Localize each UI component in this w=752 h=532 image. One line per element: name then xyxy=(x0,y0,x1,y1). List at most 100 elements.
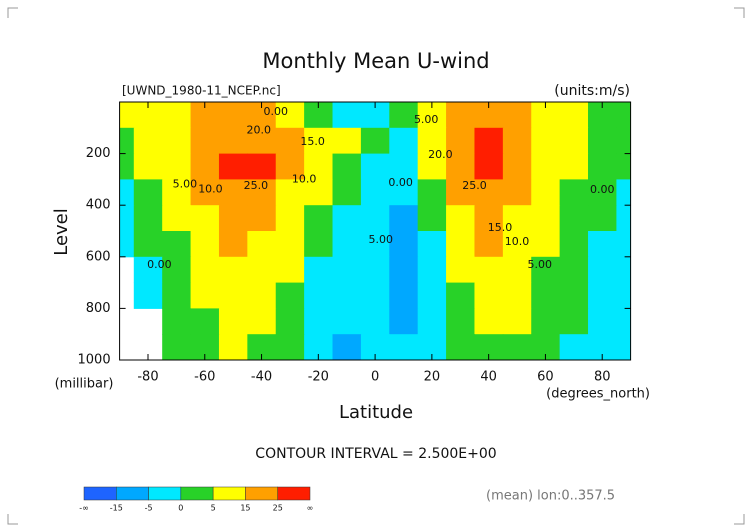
contour-label: 20.0 xyxy=(428,148,453,161)
y-tick-label: 1000 xyxy=(78,353,111,368)
field-cell xyxy=(446,231,475,258)
field-cell xyxy=(588,205,617,232)
field-cell xyxy=(332,127,362,155)
field-cell xyxy=(218,256,248,284)
field-cell xyxy=(133,205,163,232)
field-cell xyxy=(389,102,419,129)
colorbar-label: ∞ xyxy=(307,504,314,513)
field-cell xyxy=(304,282,334,309)
x-tick-label: -20 xyxy=(308,370,329,385)
field-cell xyxy=(474,282,504,309)
units: (units:m/s) xyxy=(554,83,630,99)
field-cell xyxy=(588,153,617,180)
field-cell xyxy=(616,205,631,232)
x-axis-units: (degrees_north) xyxy=(546,387,650,402)
field-cell xyxy=(304,127,334,155)
field-cell xyxy=(417,282,447,309)
field-cell xyxy=(389,256,419,284)
field-cell xyxy=(446,205,475,232)
colorbar-swatch xyxy=(180,486,214,501)
field-cell xyxy=(119,205,135,232)
field-cell xyxy=(190,231,220,258)
field-cell xyxy=(502,102,532,129)
field-cell xyxy=(531,231,561,258)
field-cell xyxy=(559,308,589,335)
colorbar-label: 5 xyxy=(211,504,216,513)
field xyxy=(119,102,631,360)
field-cell xyxy=(360,179,390,206)
field-cell xyxy=(162,334,192,360)
colorbar-swatch xyxy=(116,486,149,501)
field-cell xyxy=(332,308,362,335)
field-cell xyxy=(474,179,504,206)
field-cell xyxy=(360,282,390,309)
colorbar-swatch xyxy=(245,486,278,501)
colorbar-label: 15 xyxy=(240,504,250,513)
field-cell xyxy=(531,282,561,309)
field-cell xyxy=(446,127,475,155)
field-cell xyxy=(417,179,447,206)
field-cell xyxy=(474,256,504,284)
field-cell xyxy=(332,282,362,309)
field-cell xyxy=(190,127,220,155)
field-cell xyxy=(559,231,589,258)
field-cell xyxy=(360,308,390,335)
contour-label: 0.00 xyxy=(147,258,172,271)
field-cell xyxy=(304,308,334,335)
field-cell xyxy=(119,153,135,180)
field-cell xyxy=(304,179,334,206)
field-cell xyxy=(616,256,631,284)
colorbar-label: 0 xyxy=(178,504,183,513)
field-cell xyxy=(119,127,135,155)
field-cell xyxy=(360,153,390,180)
field-cell xyxy=(360,127,390,155)
field-cell xyxy=(616,231,631,258)
field-cell xyxy=(474,308,504,335)
field-cell xyxy=(190,153,220,180)
contour-label: 0.00 xyxy=(388,176,413,189)
field-cell xyxy=(247,231,277,258)
field-cell xyxy=(389,153,419,180)
colorbar-label: -5 xyxy=(145,504,153,513)
field-cell xyxy=(616,102,631,129)
contour-interval: CONTOUR INTERVAL = 2.500E+00 xyxy=(255,446,496,462)
field-cell xyxy=(417,127,447,155)
note: (mean) lon:0..357.5 xyxy=(486,489,615,504)
field-cell xyxy=(360,256,390,284)
field-cell xyxy=(502,153,532,180)
field-cell xyxy=(389,282,419,309)
field-cell xyxy=(275,282,305,309)
y-tick-label: 200 xyxy=(86,146,111,161)
x-tick-label: 20 xyxy=(424,370,441,385)
field-cell xyxy=(133,282,163,309)
field-cell xyxy=(332,102,362,129)
field-cell xyxy=(417,256,447,284)
y-axis-units: (millibar) xyxy=(55,377,114,392)
x-tick-label: 60 xyxy=(537,370,554,385)
contour-label: 5.00 xyxy=(173,178,198,191)
field-cell xyxy=(502,127,532,155)
field-cell xyxy=(275,102,305,129)
contour-label: 5.00 xyxy=(369,233,394,246)
field-cell xyxy=(218,153,248,180)
field-cell xyxy=(162,127,192,155)
field-cell xyxy=(218,102,248,129)
field-cell xyxy=(446,256,475,284)
colorbar-swatch xyxy=(277,486,311,501)
contour-label: 10.0 xyxy=(198,183,223,196)
subtitle: [UWND_1980-11_NCEP.nc] xyxy=(122,84,281,98)
colorbar-label: -15 xyxy=(110,504,123,513)
field-cell xyxy=(332,334,362,360)
field-cell xyxy=(332,205,362,232)
chart-title: Monthly Mean U-wind xyxy=(262,49,489,73)
field-cell xyxy=(531,127,561,155)
field-cell xyxy=(559,153,589,180)
field-cell xyxy=(616,334,631,360)
field-cell xyxy=(119,231,135,258)
colorbar-swatch xyxy=(148,486,182,501)
field-cell xyxy=(446,179,475,206)
field-cell xyxy=(446,308,475,335)
field-cell xyxy=(531,153,561,180)
field-cell xyxy=(446,282,475,309)
field-cell xyxy=(119,102,135,129)
